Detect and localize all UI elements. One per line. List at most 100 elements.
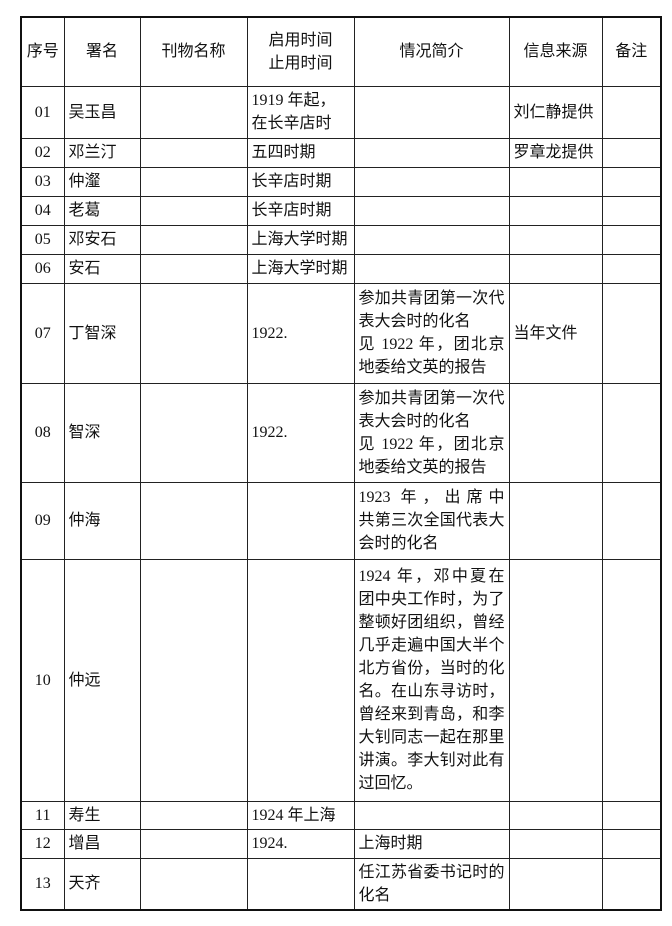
cell-no: 09: [20, 481, 65, 560]
cell-source: [508, 857, 603, 911]
cell-source: [508, 166, 603, 197]
cell-source: 当年文件: [508, 282, 603, 384]
header-no: 序号: [20, 16, 65, 87]
table-row: 05 邓安石 上海大学时期: [20, 224, 662, 255]
names-table: 序号 署名 刊物名称 启用时间 止用时间 情况简介 信息来源 备注 01 吴玉昌 1…: [20, 16, 662, 911]
cell-note: [601, 253, 662, 284]
header-note: 备注: [601, 16, 662, 87]
cell-no: 10: [20, 558, 65, 802]
cell-time: [246, 857, 355, 911]
cell-time: [246, 558, 355, 802]
cell-name: 吴玉昌: [63, 85, 141, 139]
desc-line: 上海时期: [358, 835, 423, 852]
cell-no: 06: [20, 253, 65, 284]
cell-no: 01: [20, 85, 65, 139]
cell-desc: [353, 137, 510, 168]
cell-source: [508, 224, 603, 255]
cell-time: 1922.: [246, 382, 355, 483]
cell-time: 1924 年上海: [246, 800, 355, 830]
header-name: 署名: [63, 16, 141, 87]
cell-note: [601, 282, 662, 384]
cell-desc: 任江苏省委书记时的化名: [353, 857, 510, 911]
cell-desc: [353, 195, 510, 226]
table-row: 07 丁智深 1922. 参加共青团第一次代表大会时的化名见 1922 年，团北京地委…: [20, 282, 662, 384]
cell-source: [508, 800, 603, 830]
cell-source: [508, 481, 603, 560]
cell-name: 增昌: [63, 828, 141, 859]
cell-no: 12: [20, 828, 65, 859]
cell-source: [508, 558, 603, 802]
table-row: 04 老葛 长辛店时期: [20, 195, 662, 226]
cell-desc: 上海时期: [353, 828, 510, 859]
cell-source: [508, 195, 603, 226]
cell-time: 上海大学时期: [246, 253, 355, 284]
cell-journal: [139, 282, 248, 384]
cell-source: 罗章龙提供: [508, 137, 603, 168]
cell-desc: [353, 166, 510, 197]
table-row: 08 智深 1922. 参加共青团第一次代表大会时的化名见 1922 年，团北京地委给…: [20, 382, 662, 483]
cell-no: 03: [20, 166, 65, 197]
cell-name: 邓安石: [63, 224, 141, 255]
cell-name: 老葛: [63, 195, 141, 226]
cell-time: 1924.: [246, 828, 355, 859]
cell-desc: 参加共青团第一次代表大会时的化名见 1922 年，团北京地委给文英的报告: [353, 382, 510, 483]
header-desc: 情况简介: [353, 16, 510, 87]
cell-journal: [139, 137, 248, 168]
header-source: 信息来源: [508, 16, 603, 87]
desc-line: 见 1922 年，团北京地委给文英的报告: [358, 435, 505, 476]
cell-no: 04: [20, 195, 65, 226]
cell-time: 上海大学时期: [246, 224, 355, 255]
table-row: 01 吴玉昌 1919 年起，在长辛店时 刘仁静提供: [20, 85, 662, 139]
desc-line: 1924 年，邓中夏在团中央工作时，为了整顿好团组织，曾经几乎走遍中国大半个北方…: [358, 568, 505, 792]
cell-journal: [139, 828, 248, 859]
cell-desc: 1924 年，邓中夏在团中央工作时，为了整顿好团组织，曾经几乎走遍中国大半个北方…: [353, 558, 510, 802]
cell-name: 天齐: [63, 857, 141, 911]
desc-line: 见 1922 年，团北京地委给文英的报告: [358, 336, 505, 376]
table-row: 09 仲海 1923 年，出席中 共第三次全国代表大会时的化名: [20, 481, 662, 560]
cell-note: [601, 137, 662, 168]
cell-desc: 1923 年，出席中 共第三次全国代表大会时的化名: [353, 481, 510, 560]
desc-line: 任江苏省委书记时的化名: [358, 863, 505, 904]
cell-name: 寿生: [63, 800, 141, 830]
cell-desc: 参加共青团第一次代表大会时的化名见 1922 年，团北京地委给文英的报告: [353, 282, 510, 384]
desc-line: 参加共青团第一次代表大会时的化名: [358, 389, 505, 430]
cell-no: 07: [20, 282, 65, 384]
header-time: 启用时间 止用时间: [246, 16, 355, 87]
cell-time: 长辛店时期: [246, 195, 355, 226]
cell-name: 仲瀣: [63, 166, 141, 197]
cell-note: [601, 481, 662, 560]
cell-desc: [353, 253, 510, 284]
cell-no: 11: [20, 800, 65, 830]
cell-journal: [139, 195, 248, 226]
cell-journal: [139, 382, 248, 483]
cell-name: 邓兰汀: [63, 137, 141, 168]
desc-line: 1923 年，出席中 共第三次全国代表大会时的化名: [358, 489, 509, 552]
cell-desc: [353, 224, 510, 255]
table-row: 13 天齐 任江苏省委书记时的化名: [20, 857, 662, 911]
cell-journal: [139, 800, 248, 830]
cell-name: 智深: [63, 382, 141, 483]
cell-note: [601, 224, 662, 255]
header-journal: 刊物名称: [139, 16, 248, 87]
cell-note: [601, 85, 662, 139]
cell-note: [601, 382, 662, 483]
cell-journal: [139, 253, 248, 284]
cell-source: [508, 382, 603, 483]
table-row: 06 安石 上海大学时期: [20, 253, 662, 284]
table-row: 10 仲远 1924 年，邓中夏在团中央工作时，为了整顿好团组织，曾经几乎走遍中国大…: [20, 558, 662, 802]
table-row: 03 仲瀣 长辛店时期: [20, 166, 662, 197]
cell-journal: [139, 224, 248, 255]
cell-time: [246, 481, 355, 560]
cell-desc: [353, 85, 510, 139]
desc-line: 参加共青团第一次代表大会时的化名: [358, 290, 505, 330]
cell-desc: [353, 800, 510, 830]
cell-time: 1922.: [246, 282, 355, 384]
cell-note: [601, 195, 662, 226]
cell-journal: [139, 85, 248, 139]
cell-name: 丁智深: [63, 282, 141, 384]
cell-no: 05: [20, 224, 65, 255]
cell-source: [508, 253, 603, 284]
cell-no: 02: [20, 137, 65, 168]
cell-time: 五四时期: [246, 137, 355, 168]
cell-source: 刘仁静提供: [508, 85, 603, 139]
